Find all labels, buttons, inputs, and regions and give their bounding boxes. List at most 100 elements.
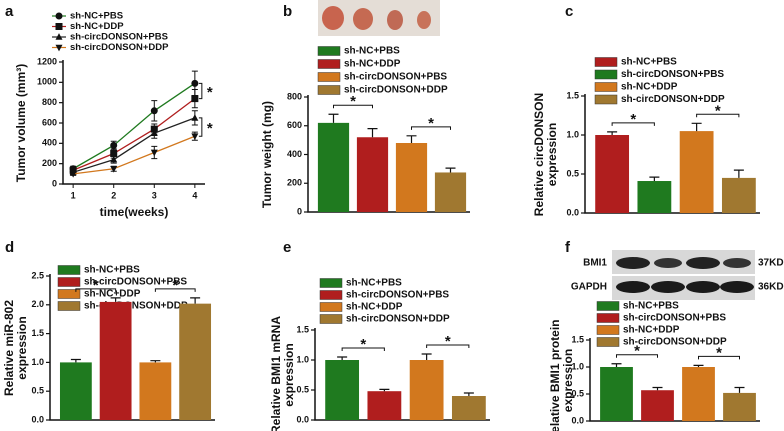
significance-label: * xyxy=(360,336,366,353)
significance-label: * xyxy=(172,277,178,294)
y-tick-label: 200 xyxy=(42,158,57,168)
x-tick-label: 1 xyxy=(71,190,76,200)
panel-letter: b xyxy=(283,3,292,20)
significance-label: * xyxy=(207,120,213,137)
marker xyxy=(191,95,199,103)
bar xyxy=(139,362,172,420)
legend-label: sh-NC+DDP xyxy=(70,21,124,32)
panel-letter: d xyxy=(5,239,14,256)
legend-label: sh-NC+DDP xyxy=(84,289,141,300)
error-bar xyxy=(652,386,663,391)
significance-bracket xyxy=(616,354,658,358)
legend-label: sh-circDONSON+DDP xyxy=(70,42,169,53)
error-bar xyxy=(691,122,702,132)
legend-label: sh-NC+PBS xyxy=(621,57,677,68)
legend-label: sh-circDONSON+DDP xyxy=(621,94,725,105)
bar xyxy=(595,135,630,213)
y-tick-label: 0.5 xyxy=(571,388,584,398)
panel-letter: e xyxy=(283,239,291,256)
significance-bracket xyxy=(696,113,740,118)
significance-label: * xyxy=(445,333,451,350)
error-bar xyxy=(367,128,378,138)
legend-label: sh-NC+PBS xyxy=(623,301,679,312)
y-tick-label: 1.0 xyxy=(31,357,44,367)
error-bar xyxy=(611,363,622,367)
bar xyxy=(409,360,444,420)
error-bar xyxy=(337,356,348,360)
bar xyxy=(325,360,360,420)
bar xyxy=(434,172,467,212)
marker xyxy=(110,141,118,149)
significance-label: * xyxy=(350,93,356,110)
marker xyxy=(150,129,158,136)
legend-label: sh-circDONSON+PBS xyxy=(344,72,447,83)
significance-bracket xyxy=(426,344,470,348)
legend-label: sh-circDONSON+DDP xyxy=(346,314,450,325)
legend-label: sh-NC+DDP xyxy=(621,82,678,93)
significance-bracket xyxy=(154,288,196,292)
legend-swatch xyxy=(594,82,618,92)
significance-bracket xyxy=(341,347,385,351)
marker xyxy=(150,149,158,157)
error-bar xyxy=(110,297,121,302)
legend-label: sh-NC+PBS xyxy=(344,46,400,57)
y-tick-label: 800 xyxy=(287,91,302,101)
significance-label: * xyxy=(716,344,722,361)
error-bar xyxy=(734,386,745,393)
legend-label: sh-NC+PBS xyxy=(346,278,402,289)
x-tick-label: 4 xyxy=(192,190,197,200)
y-axis-label: Tumor weight (mg) xyxy=(260,101,274,208)
legend-label: sh-circDONSON+DDP xyxy=(623,337,727,348)
blot-size: 37KD xyxy=(758,258,784,269)
legend-label: sh-circDONSON+PBS xyxy=(623,313,726,324)
y-tick-label: 0 xyxy=(297,206,302,216)
error-bar xyxy=(328,113,339,123)
significance-bracket xyxy=(611,122,655,126)
marker xyxy=(191,79,199,87)
significance-bracket xyxy=(198,117,203,137)
legend-swatch xyxy=(596,337,620,347)
significance-label: * xyxy=(634,343,640,360)
legend-swatch xyxy=(594,94,618,105)
blot-label: BMI1 xyxy=(583,258,607,269)
series-line xyxy=(72,98,196,171)
y-axis-label: expression xyxy=(545,123,559,186)
x-tick-label: 3 xyxy=(152,190,157,200)
y-tick-label: 1.0 xyxy=(566,129,579,139)
y-tick-label: 400 xyxy=(287,149,302,159)
series-line xyxy=(72,117,196,173)
y-tick-label: 200 xyxy=(287,178,302,188)
significance-bracket xyxy=(198,82,203,100)
y-axis-label: Relative BMI1 protein xyxy=(548,319,562,431)
legend-swatch xyxy=(317,72,341,82)
legend-swatch xyxy=(596,301,620,311)
marker xyxy=(150,107,158,115)
marker xyxy=(110,150,118,157)
y-axis-label: Relative BMI1 mRNA xyxy=(269,316,283,431)
significance-label: * xyxy=(93,277,99,294)
significance-label: * xyxy=(207,84,213,101)
significance-bracket xyxy=(333,104,373,109)
legend-marker xyxy=(55,23,63,30)
legend-swatch xyxy=(319,278,343,288)
panel-letter: a xyxy=(5,3,14,20)
legend-marker xyxy=(55,12,63,20)
legend-swatch xyxy=(596,325,620,335)
error-bar xyxy=(150,360,161,363)
legend-swatch xyxy=(317,85,341,95)
legend-marker xyxy=(55,33,63,40)
y-tick-label: 600 xyxy=(42,117,57,127)
y-tick-label: 0.0 xyxy=(566,207,579,217)
legend-swatch xyxy=(319,290,343,300)
bar xyxy=(723,392,756,421)
error-bar xyxy=(649,176,660,182)
blot-label: GAPDH xyxy=(571,282,607,293)
y-axis-label: Relative miR-802 xyxy=(2,300,16,396)
bar xyxy=(317,122,350,212)
error-bar xyxy=(463,392,474,396)
significance-label: * xyxy=(630,111,636,128)
error-bar xyxy=(445,167,456,173)
y-tick-label: 1200 xyxy=(37,56,57,66)
error-bar xyxy=(733,169,744,178)
